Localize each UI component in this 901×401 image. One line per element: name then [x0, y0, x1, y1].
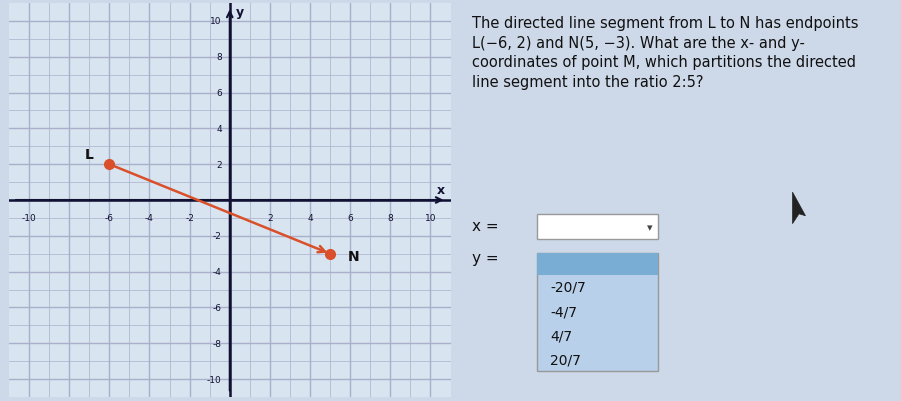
- Text: x =: x =: [472, 219, 499, 233]
- Text: -10: -10: [22, 213, 36, 222]
- Text: L: L: [85, 147, 94, 161]
- Text: 10: 10: [210, 17, 222, 26]
- Text: 2: 2: [267, 213, 273, 222]
- Text: -2: -2: [186, 213, 194, 222]
- Text: -4/7: -4/7: [551, 304, 578, 318]
- FancyBboxPatch shape: [537, 253, 659, 371]
- Text: -10: -10: [207, 375, 222, 384]
- Text: 10: 10: [424, 213, 436, 222]
- Text: 20/7: 20/7: [551, 352, 581, 367]
- Text: 4: 4: [216, 125, 222, 134]
- Text: y: y: [236, 6, 244, 19]
- Text: -6: -6: [105, 213, 114, 222]
- Text: 4/7: 4/7: [551, 328, 572, 342]
- Text: 2: 2: [216, 160, 222, 169]
- Text: -4: -4: [213, 267, 222, 276]
- Text: ▾: ▾: [647, 222, 652, 232]
- FancyBboxPatch shape: [537, 253, 659, 275]
- Polygon shape: [793, 192, 805, 224]
- Text: x: x: [436, 183, 444, 196]
- Text: -4: -4: [145, 213, 154, 222]
- Text: 6: 6: [347, 213, 353, 222]
- FancyBboxPatch shape: [537, 214, 659, 240]
- Text: 8: 8: [216, 53, 222, 62]
- Text: 4: 4: [307, 213, 313, 222]
- Text: 8: 8: [387, 213, 393, 222]
- Text: -2: -2: [213, 232, 222, 241]
- Text: N: N: [348, 249, 359, 263]
- Text: 6: 6: [216, 89, 222, 98]
- Text: y =: y =: [472, 250, 499, 265]
- Text: The directed line segment from L to N has endpoints
L(−6, 2) and N(5, −3). What : The directed line segment from L to N ha…: [472, 16, 859, 90]
- Text: -20/7: -20/7: [551, 280, 586, 294]
- Text: -6: -6: [213, 303, 222, 312]
- Text: -8: -8: [213, 339, 222, 348]
